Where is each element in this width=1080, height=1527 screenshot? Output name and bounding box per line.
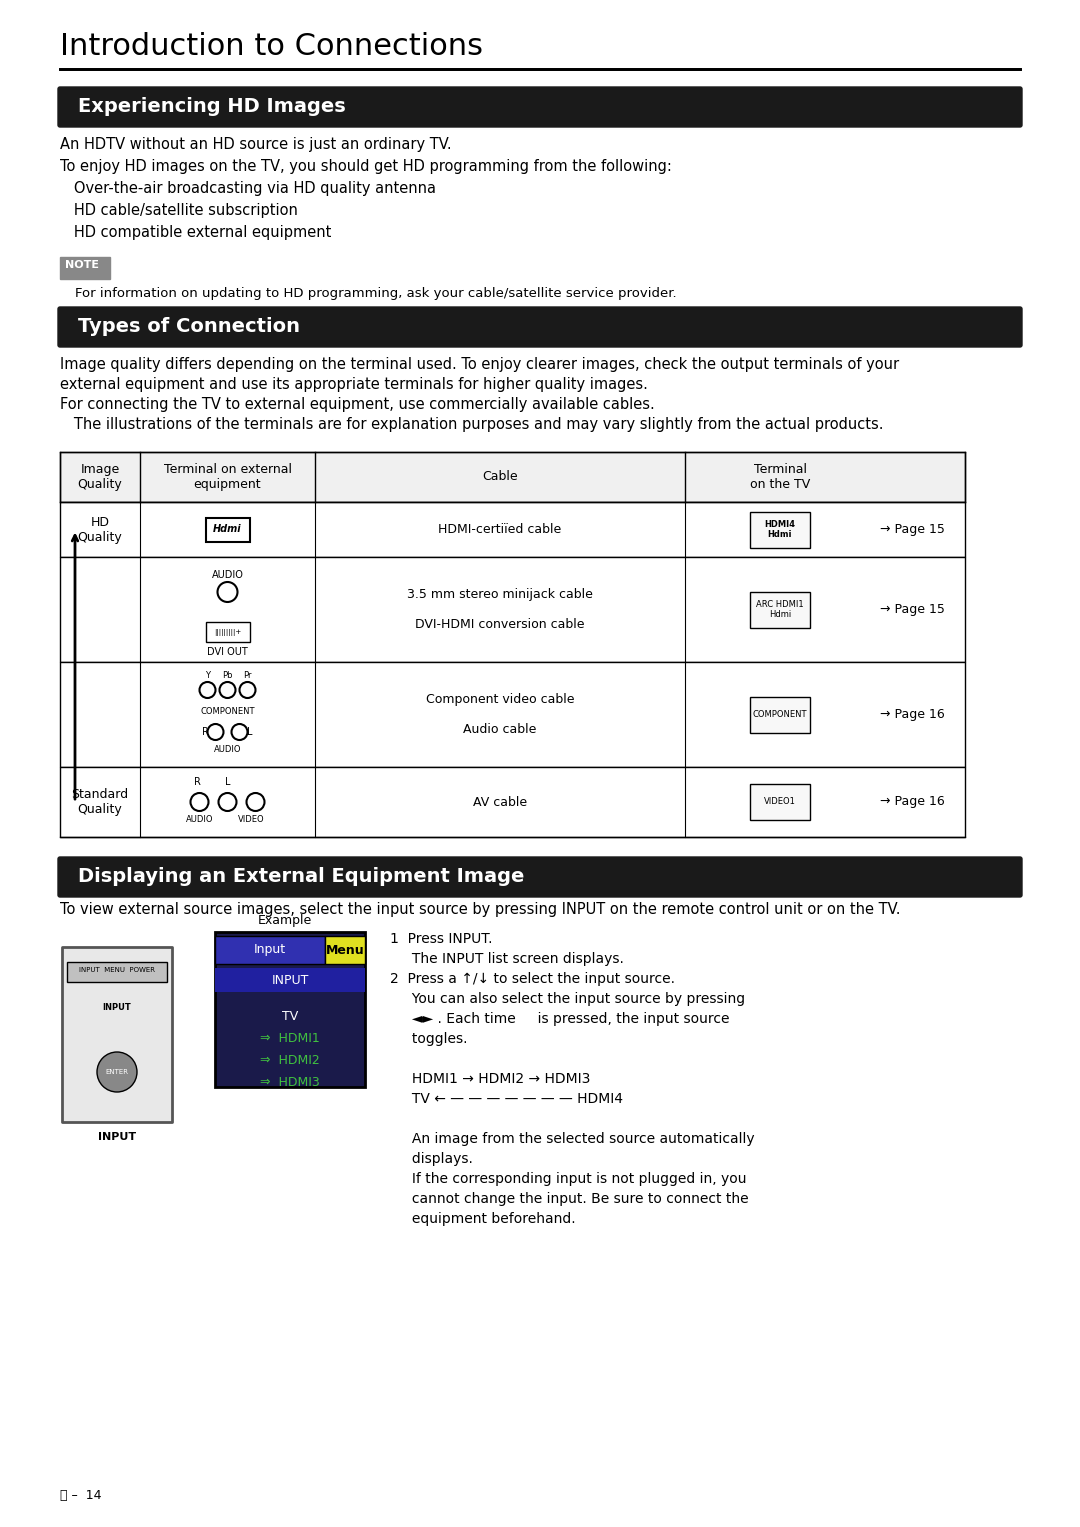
Bar: [325, 936, 365, 964]
Text: Pb: Pb: [222, 672, 233, 681]
Text: 3.5 mm stereo minijack cable

DVI-HDMI conversion cable: 3.5 mm stereo minijack cable DVI-HDMI co…: [407, 588, 593, 631]
Text: ⇒  HDMI2: ⇒ HDMI2: [260, 1055, 320, 1067]
Bar: [60, 502, 966, 557]
Text: Hdmi: Hdmi: [213, 524, 242, 534]
Text: Terminal on external
equipment: Terminal on external equipment: [163, 463, 292, 492]
Bar: [205, 518, 249, 542]
Text: Example: Example: [258, 915, 312, 927]
Bar: [750, 783, 810, 820]
Text: AUDIO: AUDIO: [214, 745, 241, 753]
Text: HD
Quality: HD Quality: [78, 516, 122, 544]
Text: TV: TV: [282, 1011, 298, 1023]
FancyBboxPatch shape: [58, 87, 1022, 127]
Bar: [750, 591, 810, 628]
Text: If the corresponding input is not plugged in, you: If the corresponding input is not plugge…: [390, 1173, 746, 1186]
Text: → Page 16: → Page 16: [880, 709, 945, 721]
Text: Types of Connection: Types of Connection: [78, 318, 300, 336]
Bar: [60, 452, 966, 502]
Text: HDMI1 → HDMI2 → HDMI3: HDMI1 → HDMI2 → HDMI3: [390, 1072, 591, 1086]
Bar: [215, 968, 365, 993]
Text: equipment beforehand.: equipment beforehand.: [390, 1212, 576, 1226]
Text: An image from the selected source automatically: An image from the selected source automa…: [390, 1132, 755, 1145]
Text: R: R: [194, 777, 201, 786]
Text: HD cable/satellite subscription: HD cable/satellite subscription: [60, 203, 298, 218]
Text: L: L: [246, 727, 253, 738]
Text: For connecting the TV to external equipment, use commercially available cables.: For connecting the TV to external equipm…: [60, 397, 654, 412]
Text: ENTER: ENTER: [106, 1069, 129, 1075]
Text: COMPONENT: COMPONENT: [200, 707, 255, 716]
Text: external equipment and use its appropriate terminals for higher quality images.: external equipment and use its appropria…: [60, 377, 648, 392]
Bar: [205, 621, 249, 641]
Text: ARC HDMI1
Hdmi: ARC HDMI1 Hdmi: [756, 600, 804, 620]
Text: Menu: Menu: [326, 944, 364, 956]
Bar: [750, 512, 810, 548]
Text: INPUT: INPUT: [98, 1132, 136, 1142]
Bar: [67, 962, 167, 982]
Text: AUDIO: AUDIO: [212, 570, 243, 580]
Text: |||||||||+: |||||||||+: [214, 629, 241, 635]
Text: cannot change the input. Be sure to connect the: cannot change the input. Be sure to conn…: [390, 1193, 748, 1206]
Text: COMPONENT: COMPONENT: [753, 710, 807, 719]
Text: displays.: displays.: [390, 1151, 473, 1167]
Text: The INPUT list screen displays.: The INPUT list screen displays.: [390, 951, 624, 967]
Text: VIDEO: VIDEO: [239, 815, 265, 825]
Text: The illustrations of the terminals are for explanation purposes and may vary sli: The illustrations of the terminals are f…: [60, 417, 883, 432]
Text: Displaying an External Equipment Image: Displaying an External Equipment Image: [78, 867, 525, 887]
Bar: [60, 663, 966, 767]
Bar: [62, 947, 172, 1122]
Text: Introduction to Connections: Introduction to Connections: [60, 32, 483, 61]
Text: ⇒  HDMI1: ⇒ HDMI1: [260, 1032, 320, 1046]
Text: Over-the-air broadcasting via HD quality antenna: Over-the-air broadcasting via HD quality…: [60, 182, 436, 195]
Text: VIDEO1: VIDEO1: [764, 797, 796, 806]
Text: → Page 15: → Page 15: [880, 524, 945, 536]
Bar: [60, 257, 110, 279]
Text: Terminal
on the TV: Terminal on the TV: [750, 463, 810, 492]
FancyBboxPatch shape: [58, 307, 1022, 347]
Text: Standard
Quality: Standard Quality: [71, 788, 129, 815]
Text: Component video cable

Audio cable: Component video cable Audio cable: [426, 693, 575, 736]
Text: INPUT: INPUT: [271, 974, 309, 986]
Text: L: L: [225, 777, 230, 786]
Text: HD compatible external equipment: HD compatible external equipment: [60, 224, 332, 240]
Text: Pr: Pr: [243, 672, 252, 681]
Bar: [60, 767, 966, 837]
Text: DVI OUT: DVI OUT: [207, 647, 248, 657]
Text: HDMI4
Hdmi: HDMI4 Hdmi: [765, 519, 796, 539]
Text: ⓔ –  14: ⓔ – 14: [60, 1489, 102, 1503]
Text: toggles.: toggles.: [390, 1032, 468, 1046]
Text: Image
Quality: Image Quality: [78, 463, 122, 492]
Text: ⇒  HDMI3: ⇒ HDMI3: [260, 1077, 320, 1089]
Text: → Page 15: → Page 15: [880, 603, 945, 615]
FancyBboxPatch shape: [58, 857, 1022, 896]
Text: NOTE: NOTE: [65, 260, 99, 270]
Text: To enjoy HD images on the TV, you should get HD programming from the following:: To enjoy HD images on the TV, you should…: [60, 159, 672, 174]
Text: → Page 16: → Page 16: [880, 796, 945, 808]
Bar: [215, 931, 365, 1087]
Text: An HDTV without an HD source is just an ordinary TV.: An HDTV without an HD source is just an …: [60, 137, 451, 153]
Text: Y: Y: [205, 672, 210, 681]
Bar: [215, 936, 325, 964]
Text: R: R: [202, 727, 208, 738]
Circle shape: [97, 1052, 137, 1092]
Bar: [60, 557, 966, 663]
Text: HDMI-certiïed cable: HDMI-certiïed cable: [438, 524, 562, 536]
Text: INPUT  MENU  POWER: INPUT MENU POWER: [79, 967, 156, 973]
Text: Input: Input: [254, 944, 286, 956]
Text: Image quality differs depending on the terminal used. To enjoy clearer images, c: Image quality differs depending on the t…: [60, 357, 900, 373]
Text: ◄► . Each time     is pressed, the input source: ◄► . Each time is pressed, the input sou…: [390, 1012, 729, 1026]
Text: Experiencing HD Images: Experiencing HD Images: [78, 98, 346, 116]
Text: INPUT: INPUT: [103, 1003, 132, 1011]
Text: 1  Press INPUT.: 1 Press INPUT.: [390, 931, 492, 947]
Text: 2  Press a ↑/↓ to select the input source.: 2 Press a ↑/↓ to select the input source…: [390, 973, 675, 986]
Text: Cable: Cable: [482, 470, 517, 484]
Text: TV ← — — — — — — — HDMI4: TV ← — — — — — — — HDMI4: [390, 1092, 623, 1106]
Text: For information on updating to HD programming, ask your cable/satellite service : For information on updating to HD progra…: [75, 287, 677, 299]
Bar: [750, 696, 810, 733]
Text: To view external source images, select the input source by pressing INPUT on the: To view external source images, select t…: [60, 902, 901, 918]
Text: AUDIO: AUDIO: [186, 815, 213, 825]
Text: You can also select the input source by pressing: You can also select the input source by …: [390, 993, 745, 1006]
Text: AV cable: AV cable: [473, 796, 527, 808]
